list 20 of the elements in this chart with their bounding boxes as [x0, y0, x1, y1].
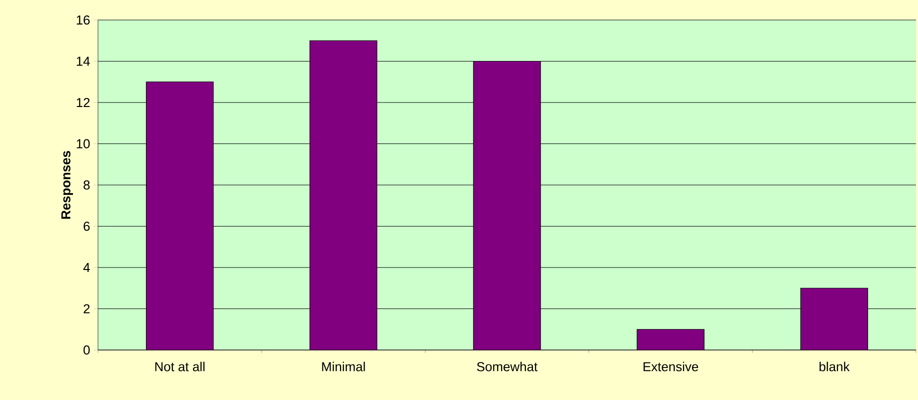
bar — [636, 329, 704, 350]
y-tick-label: 0 — [84, 345, 90, 355]
bar — [473, 60, 541, 350]
y-tick-label: 8 — [84, 180, 90, 190]
y-tick-label: 16 — [76, 15, 90, 25]
x-tick-label: Extensive — [644, 362, 698, 372]
y-tick-label: 14 — [76, 56, 90, 66]
y-tick-label: 2 — [84, 304, 90, 314]
x-tick-label: Not at all — [155, 362, 204, 372]
y-tick-label: 10 — [76, 139, 90, 148]
y-tick-label: 12 — [76, 98, 90, 108]
y-tick-label: 4 — [83, 263, 90, 272]
x-tick-label: blank — [820, 362, 850, 372]
y-tick-label: 6 — [84, 222, 90, 231]
y-axis-title: Responses — [61, 150, 73, 219]
bar — [800, 288, 868, 350]
x-tick-label: Minimal — [322, 362, 365, 372]
x-tick-label: Somewhat — [477, 362, 538, 372]
bar — [310, 40, 378, 350]
bar — [146, 82, 214, 350]
